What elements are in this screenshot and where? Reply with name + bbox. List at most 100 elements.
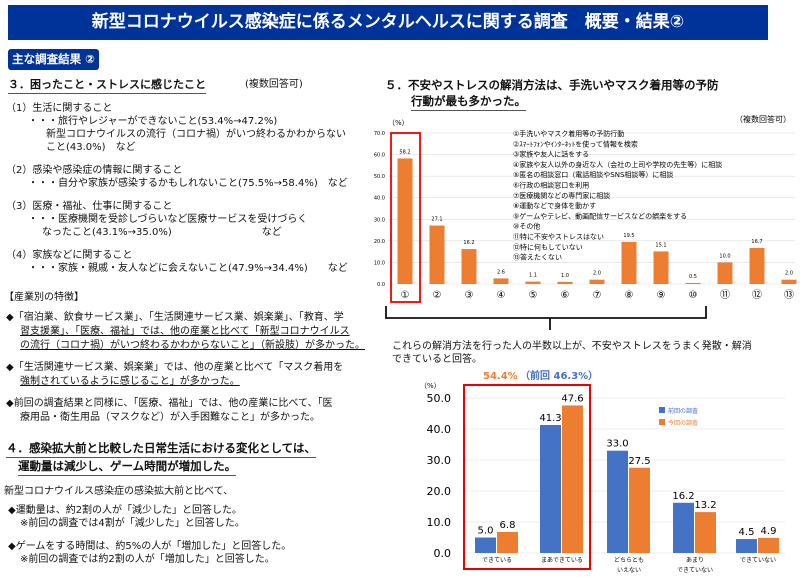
bar-previous (540, 424, 561, 553)
bar (685, 282, 701, 284)
highlight-box (463, 384, 591, 570)
y-tick-label: 20.0 (374, 239, 385, 245)
data-label: 16.2 (672, 491, 694, 502)
y-unit-label: （%） (388, 119, 409, 127)
section5-heading: ５．不安やストレスの解消方法は、手洗いやマスク着用等の予防 (385, 78, 719, 92)
section-badge: 主な調査結果 ② (8, 49, 99, 70)
data-label: 10.0 (719, 253, 730, 259)
industry-p1: の流行（コロナ禍）がいつ終わるかわからないこと」（新設肢）が多かった。 (20, 340, 365, 351)
data-label: 16.7 (751, 239, 762, 245)
chart-note: （複数回答可） (735, 114, 791, 124)
legend-swatch (659, 407, 665, 413)
legend-item: ②ｽﾏｰﾄﾌｫﾝやｲﾝﾀｰﾈｯﾄを使って情報を検索 (513, 139, 638, 148)
data-label: 1.1 (529, 273, 537, 279)
bar (717, 262, 733, 284)
legend-item: ①手洗いやマスク着用等の予防行動 (513, 129, 624, 138)
bar-previous (673, 502, 694, 553)
x-tick-label: できている (482, 557, 512, 564)
legend-item: ④家族や友人以外の身近な人（会社の上司や学校の先生等）に相談 (513, 160, 722, 169)
section4-b2: ※前回の調査では約2割の人が「増加した」と回答した。 (20, 554, 275, 565)
data-label: 19.5 (623, 233, 634, 239)
section4-heading: ４．感染拡大前と比較した日常生活における変化としては、 (6, 440, 316, 458)
y-tick-label: 30.0 (427, 454, 452, 467)
x-tick-label: ⑤ (529, 290, 538, 301)
y-tick-label: 20.0 (427, 485, 452, 498)
page-title: 新型コロナウイルス感染症に係るメンタルヘルスに関する調査 概要・結果② (8, 5, 768, 40)
bar-previous (607, 450, 628, 553)
y-tick-label: 50.0 (427, 392, 452, 405)
x-tick-label: ① (401, 290, 410, 301)
x-tick-label: ② (433, 290, 442, 301)
x-tick-label: ⑧ (625, 290, 634, 301)
y-tick-label: 40.0 (374, 196, 385, 202)
section4-heading: 運動量は減少し、ゲーム時間が増加した。 (18, 458, 237, 476)
bracket (385, 306, 707, 330)
item-1-label: （1）生活に関すること (6, 103, 113, 114)
data-label: 1.0 (561, 273, 569, 279)
x-tick-label: できていない (740, 557, 776, 564)
y-tick-label: 0.0 (377, 282, 385, 288)
data-label: 15.1 (655, 242, 666, 248)
x-tick-label: ⑫ (752, 289, 762, 301)
bar (461, 249, 477, 284)
section4-b2: ◆ゲームをする時間は、約5%の人が「増加した」と回答した。 (8, 541, 292, 552)
data-label: 27.5 (628, 456, 650, 467)
x-tick-label: ⑥ (561, 290, 570, 301)
section4-intro: 新型コロナウイルス感染症の感染拡大前と比べて、 (4, 486, 234, 497)
y-tick-label: 70.0 (374, 131, 385, 137)
x-tick-label: ⑬ (784, 289, 794, 301)
bar (621, 241, 637, 284)
legend-swatch (659, 419, 665, 425)
data-label: 4.9 (761, 526, 777, 537)
industry-p3: ◆前回の調査結果と同様に、「医療、福祉」では、他の産業に比べて、「医 (6, 398, 333, 409)
y-unit-label: （%） (420, 382, 441, 390)
data-label: 58.2 (399, 149, 410, 155)
x-tick-label: まあできている (541, 557, 583, 564)
x-tick-label: ⑦ (593, 290, 602, 301)
data-label: 2.0 (593, 271, 601, 277)
data-label: 6.8 (500, 520, 516, 531)
section4-b1: ◆運動量は、約2割の人が「減少した」と回答した。 (8, 505, 243, 516)
data-label: 41.3 (539, 413, 561, 424)
y-tick-label: 10.0 (374, 260, 385, 266)
y-tick-label: 50.0 (374, 174, 385, 180)
item-4-line: ・・・家族・親戚・友人などに会えないこと(47.9%→34.4%) など (28, 263, 348, 274)
industry-p3: 療用品・衛生用品（マスクなど）が入手困難なこと」が多かった。 (20, 412, 320, 423)
legend-item: ⑩その他 (513, 222, 540, 231)
annotation-current: 54.4% (483, 371, 518, 382)
bar (429, 225, 445, 284)
x-tick-label: ⑪ (720, 289, 730, 301)
x-tick-label: ⑩ (689, 290, 698, 301)
data-label: 0.5 (689, 274, 697, 280)
legend-item: ⑬答えたくない (513, 253, 562, 262)
legend-item: ⑥行政の相談窓口を利用 (513, 181, 589, 190)
industry-p2: ◆「生活関連サービス業、娯楽業」では、他の産業と比べて「マスク着用を (6, 362, 344, 373)
bar (557, 281, 573, 284)
legend-item: ⑫特に何もしていない (513, 242, 583, 251)
section3-note: (複数回答可) (245, 79, 303, 90)
section5-summary: これらの解消方法を行った人の半数以上が、不安やストレスをうまく発散・解消 (392, 341, 752, 352)
y-tick-label: 60.0 (374, 153, 385, 159)
x-tick-label: ⑨ (657, 290, 666, 301)
bar (397, 158, 413, 284)
item-1-line: ・・・旅行やレジャーができないこと(53.4%→47.2%) (28, 116, 278, 127)
bar-current (562, 405, 583, 553)
data-label: 13.2 (694, 500, 716, 511)
bar-current (629, 467, 650, 553)
legend-item: ⑦医療機関などの専門家に相談 (513, 191, 610, 200)
industry-p1: 習支援業」、「医療、福祉」では、他の産業と比べて「新型コロナウイルス (20, 326, 350, 337)
annotation-previous: （前回 46.3%） (520, 369, 598, 382)
bar (589, 279, 605, 284)
item-4-label: （4）家族などに関すること (6, 250, 133, 261)
legend-item: ⑪特に不安やストレスはない (513, 232, 604, 241)
item-1-line: こと(43.0%) など (46, 142, 136, 153)
legend-item: ⑤匿名の相談窓口（電話相談やSNS相談等）に相談 (513, 170, 673, 179)
y-tick-label: 10.0 (427, 516, 452, 529)
bar-current (758, 537, 779, 553)
industry-p2: 強制されているように感じること」が多かった。 (20, 376, 240, 387)
item-3-label: （3）医療・福祉、仕事に関すること (6, 201, 173, 212)
data-label: 47.6 (561, 393, 583, 404)
y-tick-label: 0.0 (434, 547, 452, 560)
legend-item: ⑨ゲームやテレビ、動画配信サービスなどの娯楽をする (513, 211, 687, 220)
